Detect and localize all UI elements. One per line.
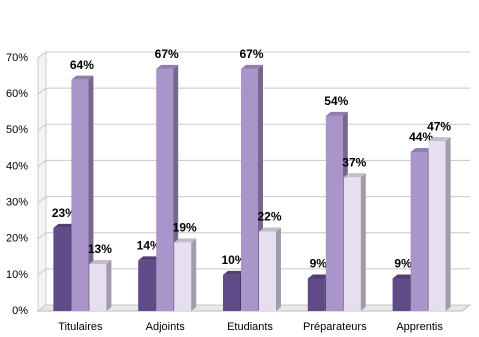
bar xyxy=(241,68,258,311)
bar xyxy=(428,141,446,311)
value-label: 10% xyxy=(221,253,245,267)
bar-side xyxy=(445,137,451,311)
x-tick-label: Adjoints xyxy=(146,321,186,333)
bar xyxy=(259,231,276,311)
bar xyxy=(138,260,156,311)
y-tick-label: 60% xyxy=(6,88,28,100)
bar-top xyxy=(410,147,433,152)
y-tick-label: 10% xyxy=(6,269,28,281)
bar-top xyxy=(89,260,112,265)
y-tick-label: 30% xyxy=(6,196,28,208)
value-label: 47% xyxy=(427,119,451,133)
bar-top xyxy=(174,238,197,243)
value-label: 44% xyxy=(409,130,433,144)
value-label: 22% xyxy=(257,210,281,224)
bar xyxy=(325,115,343,311)
value-label: 13% xyxy=(88,242,112,256)
bar-top xyxy=(307,274,330,279)
y-tick-label: 0% xyxy=(12,305,28,317)
bar-top xyxy=(223,270,245,275)
y-tick-label: 70% xyxy=(6,52,28,64)
bar-top xyxy=(428,137,451,142)
bar-side xyxy=(276,227,281,311)
bar-top xyxy=(241,64,263,69)
bar xyxy=(53,227,71,311)
x-tick-label: Préparateurs xyxy=(303,321,367,333)
x-tick-label: Etudiants xyxy=(227,321,273,333)
grid-line xyxy=(37,51,470,59)
bar-top xyxy=(138,256,161,261)
y-tick-label: 20% xyxy=(6,233,28,245)
bar-side xyxy=(360,173,366,311)
bar xyxy=(174,242,192,311)
bar-top xyxy=(343,173,366,178)
bar xyxy=(410,151,428,311)
value-label: 9% xyxy=(394,257,412,271)
bar xyxy=(307,278,325,311)
value-label: 64% xyxy=(70,58,94,72)
bar-top xyxy=(259,227,281,232)
value-label: 67% xyxy=(239,47,263,61)
value-label: 9% xyxy=(310,257,328,271)
bar xyxy=(89,264,107,311)
bar xyxy=(156,68,174,311)
grid-line xyxy=(37,87,470,95)
x-tick-label: Apprentis xyxy=(396,321,443,333)
bar-top xyxy=(71,75,94,80)
bar-side xyxy=(191,238,197,311)
value-label: 37% xyxy=(342,155,366,169)
value-label: 54% xyxy=(324,94,348,108)
value-label: 19% xyxy=(173,221,197,235)
y-tick-label: 50% xyxy=(6,124,28,136)
bar-top xyxy=(156,64,179,69)
value-label: 14% xyxy=(137,239,161,253)
bar xyxy=(71,79,89,311)
bar xyxy=(392,278,410,311)
bar-top xyxy=(53,223,76,228)
x-tick-label: Titulaires xyxy=(58,321,103,333)
value-label: 67% xyxy=(155,47,179,61)
bar-top xyxy=(392,274,415,279)
bar-side xyxy=(88,75,94,311)
bar-top xyxy=(325,111,348,116)
value-label: 23% xyxy=(52,206,76,220)
bar xyxy=(223,274,240,311)
y-tick-label: 40% xyxy=(6,160,28,172)
bar xyxy=(343,177,361,311)
bar-side xyxy=(106,260,112,311)
